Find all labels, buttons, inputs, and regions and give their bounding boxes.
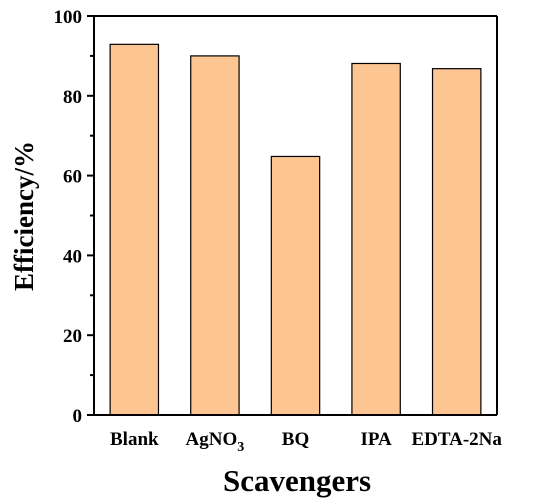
x-tick-label: IPA	[360, 429, 392, 450]
x-tick-label-text: Blank	[110, 429, 159, 450]
x-tick-label-text: BQ	[282, 429, 309, 450]
x-tick-label-text: IPA	[360, 429, 392, 450]
x-tick-label-text: AgNO	[186, 429, 238, 450]
bar-blank	[109, 43, 160, 416]
bar-agno3	[190, 55, 240, 416]
y-tick-label: 0	[73, 406, 83, 427]
bar-bq	[270, 155, 321, 416]
bars	[109, 43, 482, 416]
y-tick-label: 60	[63, 167, 82, 188]
x-axis-title: Scavengers	[223, 463, 371, 498]
x-tick-label: Blank	[110, 429, 159, 450]
y-tick-label: 20	[63, 326, 82, 347]
y-tick-label: 40	[63, 246, 82, 267]
bar-ipa	[351, 62, 401, 416]
y-axis-title: Efficiency/%	[9, 141, 39, 291]
x-tick-label: AgNO3	[186, 429, 245, 455]
y-tick-label: 80	[63, 87, 82, 108]
x-tick-label-text: EDTA-2Na	[411, 429, 502, 450]
x-tick-label: EDTA-2Na	[411, 429, 502, 450]
bar-edta-2na	[431, 68, 482, 416]
y-axis-ticks: 0 20 40 60 80 100	[54, 7, 94, 427]
x-tick-label: BQ	[282, 429, 309, 450]
y-tick-label: 100	[54, 7, 83, 28]
x-axis-ticks: Blank AgNO3 BQ IPA EDTA-2Na	[110, 429, 502, 455]
x-tick-label-subscript: 3	[237, 440, 244, 455]
